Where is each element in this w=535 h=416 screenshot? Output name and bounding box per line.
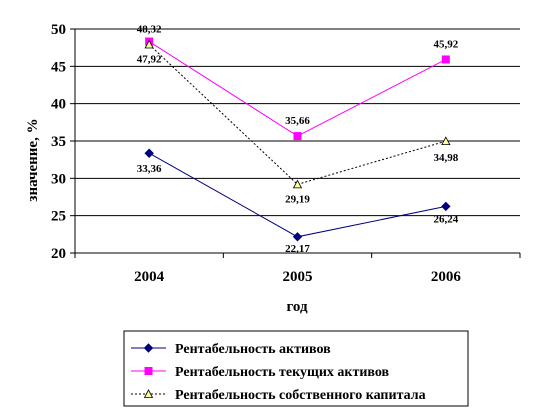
data-label: 45,92 (433, 38, 458, 50)
legend-marker (143, 343, 154, 353)
y-tick-label: 45 (51, 59, 66, 75)
legend-marker (143, 389, 154, 398)
data-point (441, 136, 451, 146)
legend-box (123, 330, 469, 407)
y-tick-label: 40 (51, 97, 66, 113)
data-point (441, 55, 450, 64)
x-tick-labels: 2004 2005 2006 (134, 269, 461, 285)
data-label: 35,66 (285, 115, 310, 127)
y-tick-label: 50 (51, 22, 66, 38)
data-point (144, 39, 154, 49)
data-label: 26,24 (433, 213, 458, 225)
data-label: 47,92 (137, 54, 162, 66)
x-tick-label: 2006 (431, 269, 462, 285)
legend: Рентабельность активов Рентабельность тек… (123, 330, 469, 407)
y-tick-labels: 20 25 30 35 40 45 50 (51, 22, 66, 262)
legend-label: Рентабельность текущих активов (175, 365, 390, 380)
data-label: 29,19 (285, 193, 310, 205)
data-label: 33,36 (137, 163, 162, 175)
legend-marker (144, 367, 153, 375)
data-labels: 33,36 22,17 26,24 48,32 35,66 45,92 47,92 29,19… (137, 24, 459, 255)
y-axis-label: значение, % (25, 118, 41, 201)
data-label: 48,32 (137, 24, 162, 36)
y-tick-label: 35 (51, 134, 66, 150)
y-tick-label: 20 (51, 246, 66, 262)
data-label: 34,98 (433, 152, 458, 164)
y-tick-label: 25 (51, 209, 66, 225)
grid-lines (75, 28, 520, 217)
x-tick-label: 2005 (283, 269, 313, 285)
y-tick-label: 30 (51, 171, 66, 187)
x-axis-label: год (286, 299, 308, 315)
data-point (144, 148, 154, 158)
legend-label: Рентабельность активов (175, 342, 331, 357)
data-point (441, 201, 451, 212)
data-label: 22,17 (285, 243, 310, 255)
series-group (144, 37, 451, 242)
data-point (292, 232, 303, 242)
axes (70, 28, 521, 258)
data-point (292, 179, 303, 189)
data-point (293, 132, 302, 141)
x-tick-label: 2004 (134, 269, 165, 285)
legend-label: Рентабельность собственного капитала (175, 388, 426, 403)
